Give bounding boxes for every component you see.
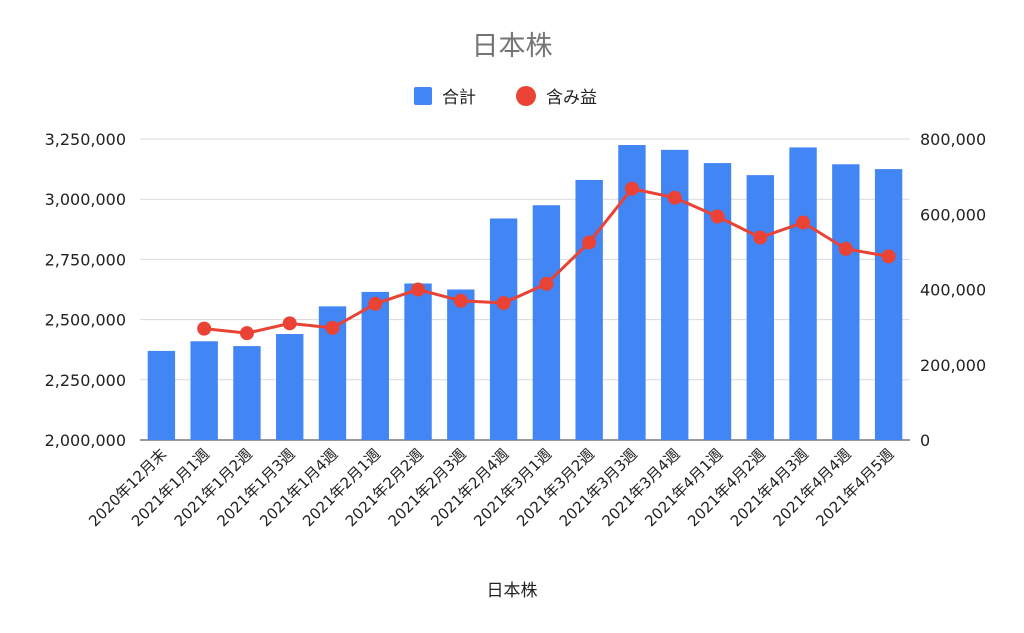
line-point bbox=[667, 190, 682, 205]
bar bbox=[874, 169, 903, 440]
left-axis-tick: 2,000,000 bbox=[45, 431, 126, 450]
bar bbox=[147, 350, 176, 440]
bar bbox=[447, 289, 475, 440]
right-axis-ticks: 0 200,000 400,000 600,000 800,000 bbox=[920, 130, 986, 450]
legend-label-bars: 合計 bbox=[442, 88, 476, 108]
bar bbox=[575, 179, 603, 440]
line-point bbox=[624, 181, 639, 196]
line-point bbox=[239, 326, 254, 341]
line-point bbox=[796, 215, 811, 230]
bar bbox=[746, 175, 774, 440]
left-axis-tick: 2,500,000 bbox=[45, 311, 126, 330]
legend-label-line: 含み益 bbox=[546, 88, 597, 108]
legend-swatch-line bbox=[516, 86, 536, 106]
bar bbox=[703, 163, 732, 440]
bar bbox=[832, 164, 860, 440]
line-point bbox=[411, 282, 426, 297]
line-point bbox=[753, 230, 768, 245]
right-axis-tick: 600,000 bbox=[920, 205, 986, 224]
left-axis-ticks: 2,000,000 2,250,000 2,500,000 2,750,000 3,00… bbox=[45, 130, 126, 450]
x-axis-ticks: 2020年12月末2021年1月1週2021年1月2週2021年1月3週2021… bbox=[85, 445, 897, 530]
line-point bbox=[881, 249, 896, 264]
bar-series bbox=[147, 145, 903, 441]
line-point bbox=[453, 293, 468, 308]
left-axis-tick: 2,250,000 bbox=[45, 371, 126, 390]
bar bbox=[404, 283, 432, 440]
legend-swatch-bars bbox=[414, 87, 432, 105]
right-axis-tick: 400,000 bbox=[920, 281, 986, 300]
bar bbox=[233, 346, 261, 440]
right-axis-tick: 200,000 bbox=[920, 356, 986, 375]
gridlines bbox=[140, 138, 910, 441]
bar bbox=[276, 334, 304, 440]
line-point bbox=[368, 296, 383, 311]
line-point bbox=[282, 316, 297, 331]
bar bbox=[190, 341, 218, 440]
chart-title: 日本株 bbox=[472, 31, 553, 62]
left-axis-tick: 2,750,000 bbox=[45, 250, 126, 269]
x-axis-tick: 2021年4月5週 bbox=[812, 445, 897, 530]
left-axis-tick: 3,250,000 bbox=[45, 130, 126, 149]
line-point bbox=[325, 320, 340, 335]
line-point bbox=[710, 209, 725, 224]
line-series bbox=[197, 181, 896, 341]
left-axis-tick: 3,000,000 bbox=[45, 190, 126, 209]
bar bbox=[532, 205, 561, 440]
x-axis-label: 日本株 bbox=[487, 581, 538, 601]
line-point bbox=[197, 321, 212, 336]
line-point bbox=[539, 276, 554, 291]
right-axis-tick: 800,000 bbox=[920, 130, 986, 149]
bar bbox=[489, 218, 518, 440]
right-axis-tick: 0 bbox=[920, 431, 930, 450]
bar bbox=[361, 291, 389, 440]
bar bbox=[789, 147, 817, 441]
line-point bbox=[496, 296, 511, 311]
line-point bbox=[838, 241, 853, 256]
legend: 合計 含み益 bbox=[414, 86, 597, 108]
line-point bbox=[582, 235, 597, 250]
